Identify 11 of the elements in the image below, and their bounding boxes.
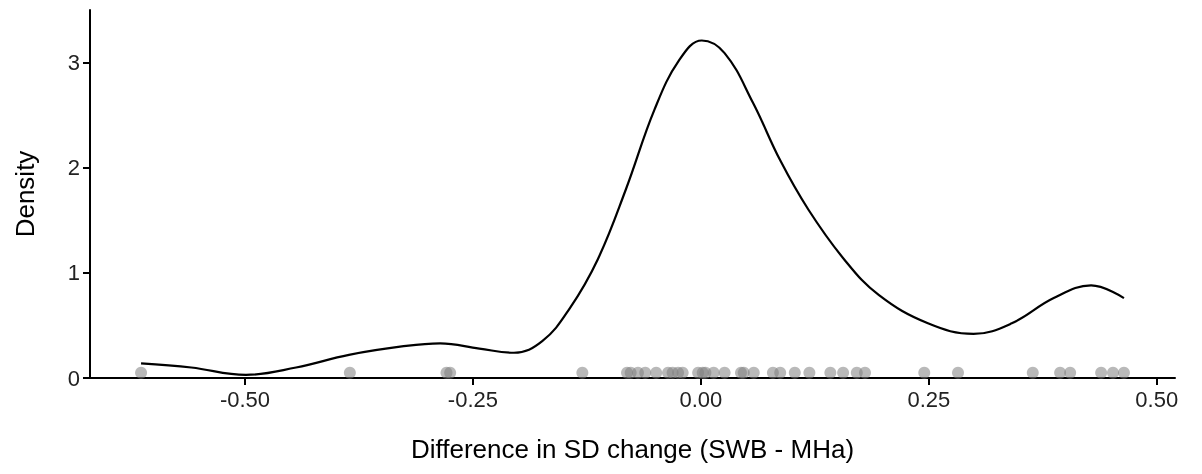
y-tick-label: 2	[67, 155, 80, 181]
x-tick-label: 0.00	[679, 386, 723, 412]
x-axis-title: Difference in SD change (SWB - MHa)	[410, 434, 855, 464]
y-tick-label: 0	[67, 365, 80, 391]
x-tick-label: -0.50	[219, 386, 271, 412]
x-tick-label: 0.50	[1135, 386, 1179, 412]
x-tick-label: 0.25	[907, 386, 951, 412]
y-tick-label: 3	[67, 50, 80, 76]
x-tick-label: -0.25	[447, 386, 499, 412]
y-axis-title: Density	[10, 150, 40, 238]
y-tick-label: 1	[67, 260, 80, 286]
